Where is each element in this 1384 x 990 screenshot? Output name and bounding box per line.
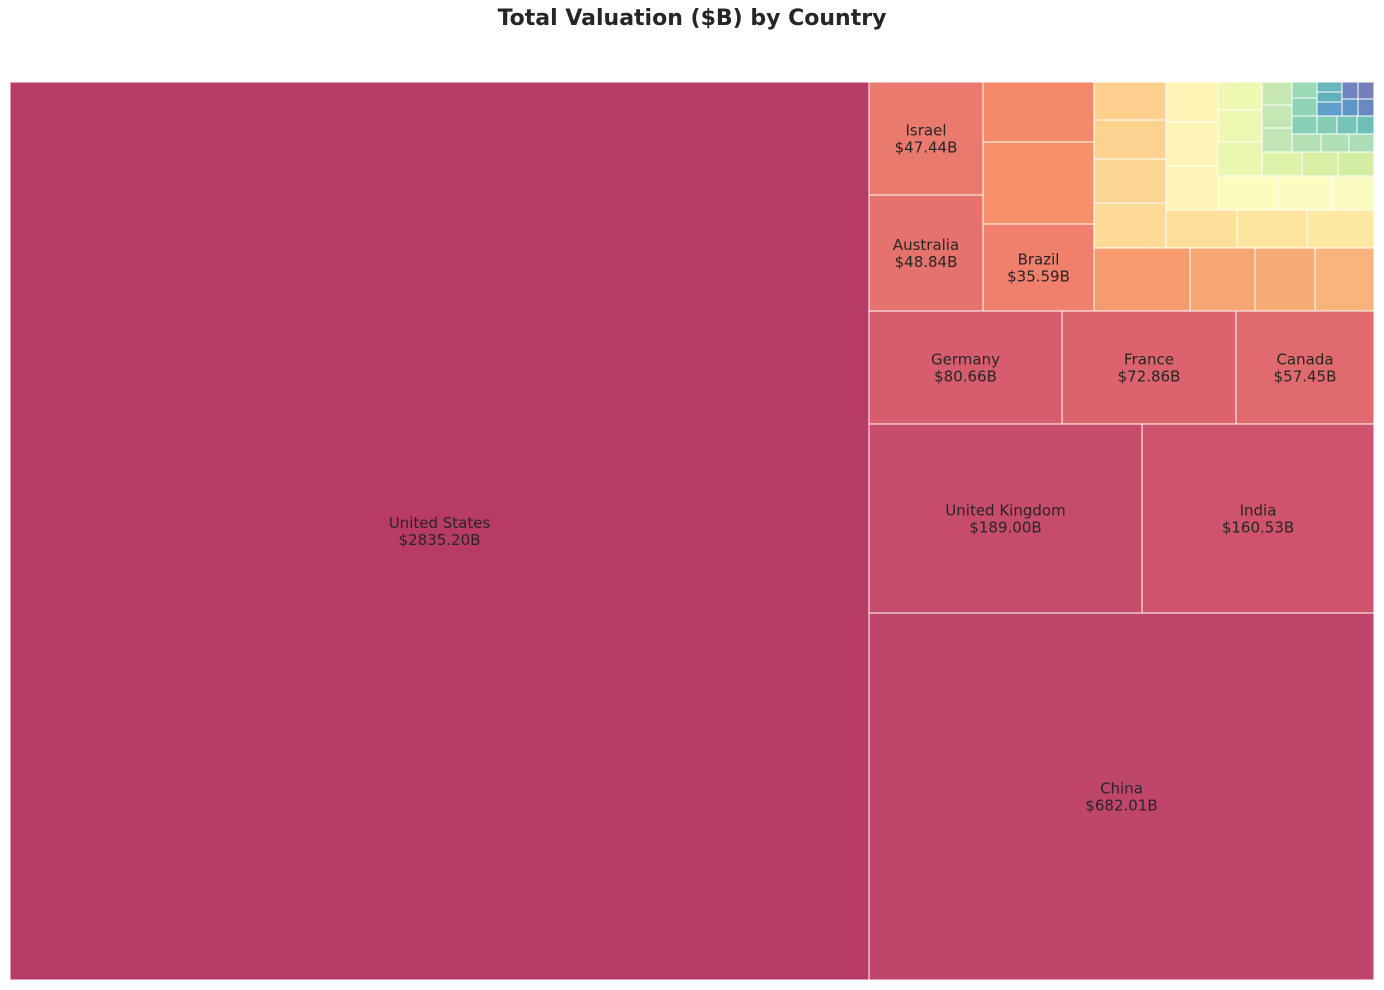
cell-value-australia: $48.84B [895, 253, 958, 271]
treemap-cell-small [1277, 175, 1332, 211]
treemap-cell-small [1330, 175, 1375, 211]
treemap-cell-united-states [9, 81, 870, 981]
treemap-cell-india [1141, 423, 1375, 614]
treemap-cell-australia [868, 194, 984, 312]
treemap-cell-small [1217, 141, 1263, 177]
treemap-cell-small [1337, 151, 1375, 177]
cell-label-france: France [1124, 351, 1174, 369]
treemap-cell-small [1165, 81, 1219, 123]
treemap-cell-small [1316, 115, 1338, 135]
treemap-cell-small [1301, 151, 1339, 177]
treemap-cell-small [1356, 115, 1375, 135]
treemap-cell-small [1291, 115, 1318, 135]
cell-label-china: China [1100, 780, 1143, 798]
cell-label-germany: Germany [931, 351, 1000, 369]
cell-value-china: $682.01B [1085, 797, 1157, 815]
cell-label-australia: Australia [893, 236, 959, 254]
cell-label-united-states: United States [389, 514, 491, 532]
chart-title: Total Valuation ($B) by Country [497, 6, 887, 31]
cell-label-canada: Canada [1276, 351, 1333, 369]
treemap-cell-small [1261, 151, 1303, 177]
treemap-cell-france [1061, 310, 1237, 425]
treemap-cell-small [1357, 81, 1375, 100]
treemap-cell-small [1217, 175, 1279, 211]
treemap-cell-small [1341, 81, 1359, 100]
treemap-cell-small [1316, 91, 1343, 103]
treemap-cell-small [1291, 97, 1318, 117]
cell-value-israel: $47.44B [895, 139, 958, 157]
treemap-cell-small [1093, 158, 1167, 204]
cell-value-canada: $57.45B [1274, 368, 1337, 386]
treemap-cell-small [1348, 133, 1375, 153]
treemap-cell-small [1093, 81, 1167, 121]
treemap-cell-small [982, 141, 1095, 225]
treemap-cell-small [1306, 209, 1375, 249]
treemap-cell-small [1320, 133, 1350, 153]
treemap-cell-canada [1235, 310, 1375, 425]
cell-value-brazil: $35.59B [1007, 268, 1070, 286]
treemap-cell-small [982, 81, 1095, 143]
cell-value-germany: $80.66B [934, 368, 997, 386]
treemap-cell-small [1261, 104, 1293, 129]
treemap-cell-small [1316, 81, 1343, 93]
treemap-cell-small [1291, 133, 1322, 153]
cell-label-israel: Israel [906, 122, 947, 140]
treemap-cell-israel [868, 81, 984, 196]
treemap-cell-small [1357, 98, 1375, 117]
cell-value-india: $160.53B [1222, 519, 1294, 537]
treemap-cell-small [1236, 209, 1308, 249]
treemap-cell-small [1093, 247, 1191, 312]
treemap-cell-small [1165, 209, 1238, 249]
cell-label-india: India [1240, 502, 1277, 520]
treemap-cell-united-kingdom [868, 423, 1143, 614]
treemap-cell-small [1314, 247, 1375, 312]
treemap-cell-small [1093, 119, 1167, 160]
cell-label-brazil: Brazil [1018, 251, 1060, 269]
cell-label-united-kingdom: United Kingdom [945, 502, 1065, 520]
treemap-cell-small [1189, 247, 1256, 312]
treemap-cell-small [1165, 121, 1219, 167]
treemap-cell-small [1316, 101, 1343, 117]
treemap-cell-small [1254, 247, 1316, 312]
treemap-cell-small [1336, 115, 1358, 135]
cell-value-united-states: $2835.20B [399, 531, 481, 549]
treemap-cell-small [1341, 98, 1359, 117]
treemap-cell-small [1261, 127, 1293, 153]
treemap-cell-brazil [982, 223, 1095, 312]
cell-value-united-kingdom: $189.00B [969, 519, 1041, 537]
treemap-cell-small [1093, 202, 1167, 249]
treemap-cell-small [1291, 81, 1318, 99]
treemap-cell-small [1261, 81, 1293, 106]
treemap-cell-small [1165, 165, 1219, 211]
treemap-cell-small [1217, 81, 1263, 111]
treemap-cell-small [1217, 109, 1263, 143]
treemap-cell-germany [868, 310, 1063, 425]
cell-value-france: $72.86B [1118, 368, 1181, 386]
